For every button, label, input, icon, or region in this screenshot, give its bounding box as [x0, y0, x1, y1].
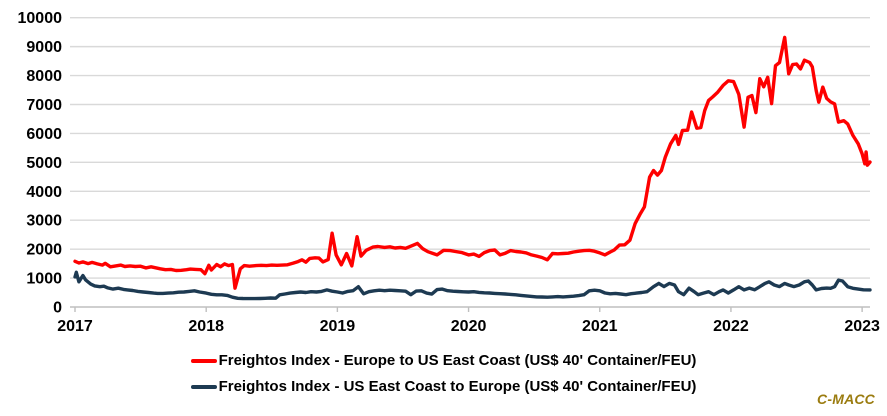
legend-line-swatch-red	[190, 358, 217, 363]
y-tick-label: 5000	[26, 155, 62, 172]
legend-line-swatch-navy	[190, 384, 217, 389]
cmacc-watermark: C-MACC	[817, 391, 875, 407]
x-tick-label: 2019	[320, 318, 356, 335]
y-tick-label: 1000	[26, 271, 62, 288]
y-tick-label: 3000	[26, 213, 62, 230]
europe-to-us-east-coast-line	[73, 35, 872, 290]
chart-legend: Freightos Index - Europe to US East Coas…	[0, 352, 887, 395]
y-tick-label: 2000	[26, 242, 62, 259]
us-east-coast-to-europe-line	[73, 270, 872, 301]
x-tick-label: 2021	[582, 318, 618, 335]
x-tick-label: 2022	[713, 318, 749, 335]
x-tick-label: 2023	[844, 318, 880, 335]
y-tick-label: 0	[53, 300, 62, 317]
x-tick-label: 2020	[451, 318, 487, 335]
y-tick-label: 4000	[26, 184, 62, 201]
x-tick-label: 2017	[57, 318, 93, 335]
y-tick-label: 10000	[18, 10, 63, 27]
legend-item-europe-to-us-east-coast: Freightos Index - Europe to US East Coas…	[190, 352, 697, 369]
y-tick-label: 8000	[26, 68, 62, 85]
legend-label-europe-to-us-east-coast: Freightos Index - Europe to US East Coas…	[218, 352, 697, 369]
x-tick-label: 2018	[188, 318, 224, 335]
y-tick-label: 7000	[26, 97, 62, 114]
legend-label-us-east-coast-to-europe: Freightos Index - US East Coast to Europ…	[218, 378, 697, 395]
legend-item-us-east-coast-to-europe: Freightos Index - US East Coast to Europ…	[190, 378, 697, 395]
y-tick-label: 9000	[26, 39, 62, 56]
y-tick-label: 6000	[26, 126, 62, 143]
